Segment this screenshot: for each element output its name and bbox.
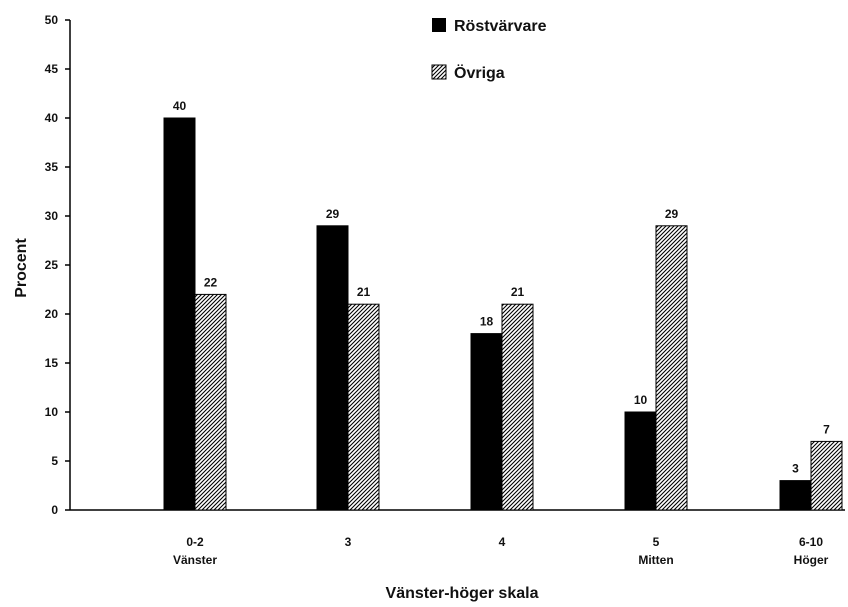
y-tick-label: 45 — [45, 62, 59, 76]
data-label-rostvarvare: 29 — [326, 207, 340, 221]
data-label-ovriga: 21 — [511, 285, 525, 299]
data-label-ovriga: 22 — [204, 275, 218, 289]
data-label-rostvarvare: 10 — [634, 393, 648, 407]
bars — [163, 117, 843, 511]
category-label: 5 — [653, 535, 660, 549]
data-label-rostvarvare: 3 — [792, 462, 799, 476]
bar-ovriga — [194, 293, 227, 511]
data-label-rostvarvare: 40 — [173, 99, 187, 113]
bar-rostvarvare — [779, 480, 812, 511]
y-tick-label: 50 — [45, 13, 59, 27]
category-sublabel: Mitten — [638, 553, 673, 567]
category-label: 6-10 — [799, 535, 823, 549]
legend: Röstvärvare Övriga — [431, 18, 547, 82]
bar-ovriga — [655, 225, 688, 511]
category-label: 3 — [345, 535, 352, 549]
y-tick-label: 10 — [45, 405, 59, 419]
y-tick-label: 30 — [45, 209, 59, 223]
category-label: 0-2 — [186, 535, 204, 549]
bar-rostvarvare — [163, 117, 196, 511]
legend-swatch-rostvarvare — [432, 18, 446, 32]
data-label-rostvarvare: 18 — [480, 315, 494, 329]
y-axis-title: Procent — [13, 238, 30, 298]
legend-label-rostvarvare: Röstvärvare — [454, 18, 547, 35]
y-tick-label: 40 — [45, 111, 59, 125]
y-tick-label: 35 — [45, 160, 59, 174]
legend-label-ovriga: Övriga — [454, 63, 505, 82]
x-axis-title: Vänster-höger skala — [386, 585, 539, 602]
data-labels: 40 22 29 21 18 21 10 29 3 7 — [173, 99, 830, 476]
data-label-ovriga: 21 — [357, 285, 371, 299]
bar-rostvarvare — [316, 225, 349, 511]
y-tick-label: 5 — [51, 454, 58, 468]
y-tick-label: 25 — [45, 258, 59, 272]
y-tick-label: 20 — [45, 307, 59, 321]
legend-swatch-ovriga — [431, 64, 447, 80]
bar-ovriga — [501, 303, 534, 511]
category-sublabel: Vänster — [173, 553, 217, 567]
bar-ovriga — [810, 440, 843, 511]
bar-rostvarvare — [470, 333, 503, 511]
data-label-ovriga: 29 — [665, 207, 679, 221]
y-tick-label: 0 — [51, 503, 58, 517]
bar-ovriga — [347, 303, 380, 511]
category-label: 4 — [499, 535, 506, 549]
y-tick-label: 15 — [45, 356, 59, 370]
y-axis: 0 5 10 15 20 25 30 35 40 45 50 — [45, 13, 71, 517]
data-label-ovriga: 7 — [823, 422, 830, 436]
bar-rostvarvare — [624, 411, 657, 511]
category-labels: 0-2 Vänster 3 4 5 Mitten 6-10 Höger — [173, 535, 829, 567]
category-sublabel: Höger — [794, 553, 829, 567]
